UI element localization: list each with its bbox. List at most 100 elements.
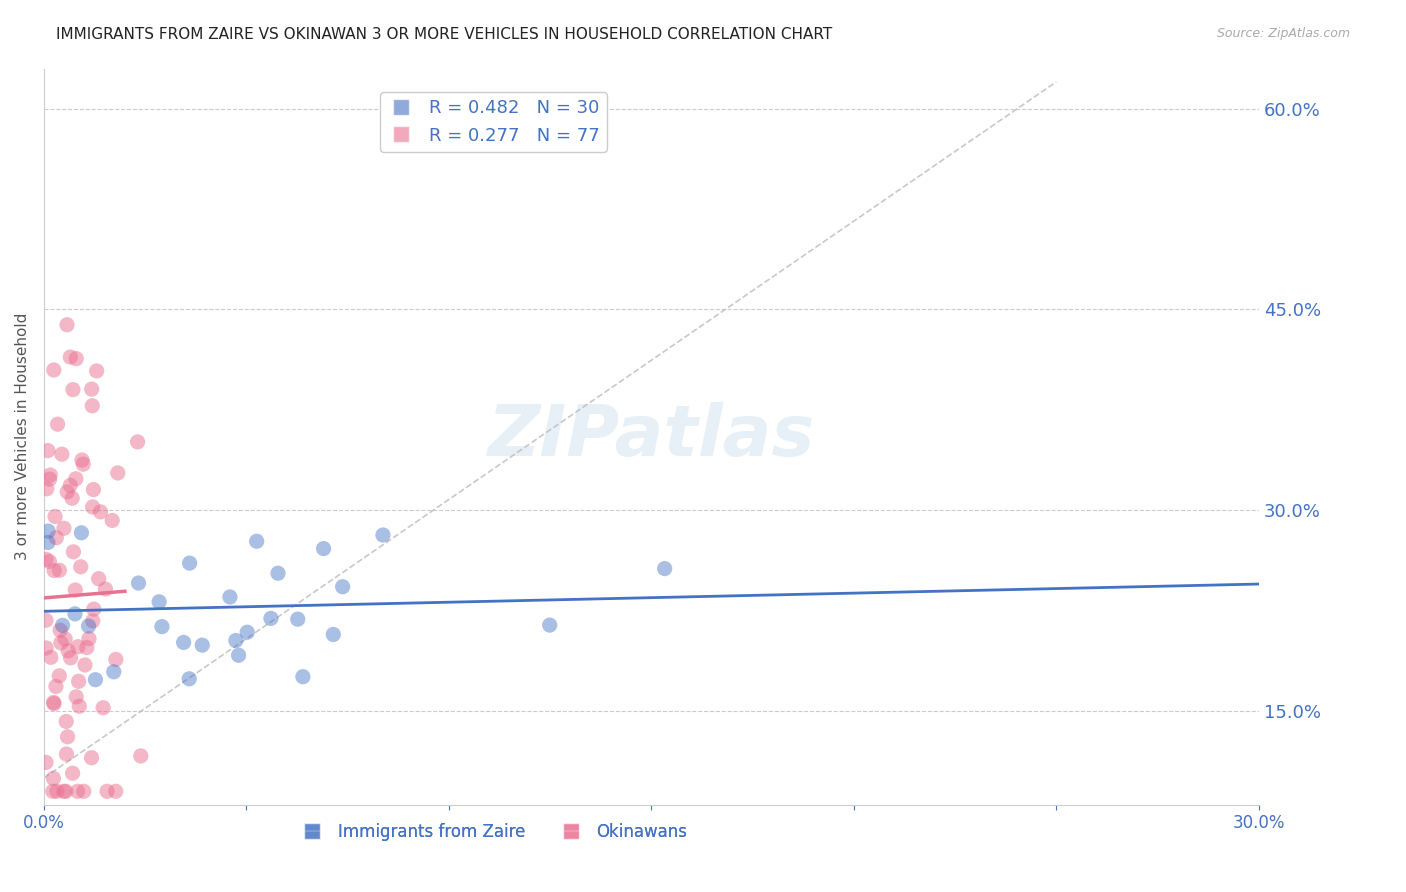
Legend: Immigrants from Zaire, Okinawans: Immigrants from Zaire, Okinawans [292, 816, 695, 848]
Okinawans [65, 582, 87, 597]
Okinawans [35, 613, 58, 627]
Okinawans [104, 652, 127, 666]
Okinawans [52, 521, 75, 535]
Okinawans [45, 784, 67, 798]
Immigrants from Zaire [70, 525, 93, 540]
Okinawans [69, 559, 91, 574]
Immigrants from Zaire [84, 673, 107, 687]
Okinawans [62, 383, 84, 397]
Immigrants from Zaire [219, 590, 242, 604]
Okinawans [129, 748, 152, 763]
Text: Source: ZipAtlas.com: Source: ZipAtlas.com [1216, 27, 1350, 40]
Okinawans [39, 650, 62, 665]
Immigrants from Zaire [654, 561, 676, 575]
Okinawans [55, 714, 77, 729]
Okinawans [42, 772, 65, 786]
Immigrants from Zaire [371, 528, 394, 542]
Okinawans [49, 636, 72, 650]
Okinawans [65, 351, 87, 366]
Okinawans [56, 644, 79, 658]
Okinawans [127, 434, 149, 449]
Okinawans [39, 467, 62, 482]
Okinawans [83, 602, 105, 616]
Okinawans [55, 784, 77, 798]
Okinawans [42, 784, 65, 798]
Okinawans [82, 500, 104, 514]
Okinawans [35, 552, 58, 566]
Okinawans [86, 364, 108, 378]
Okinawans [51, 447, 73, 461]
Okinawans [73, 657, 96, 672]
Okinawans [96, 784, 118, 798]
Immigrants from Zaire [332, 580, 354, 594]
Okinawans [56, 484, 79, 499]
Okinawans [67, 699, 90, 714]
Immigrants from Zaire [37, 535, 59, 549]
Y-axis label: 3 or more Vehicles in Household: 3 or more Vehicles in Household [15, 313, 30, 560]
Okinawans [65, 690, 87, 704]
Immigrants from Zaire [287, 612, 309, 626]
Okinawans [101, 513, 124, 527]
Okinawans [77, 632, 100, 646]
Okinawans [82, 399, 104, 413]
Okinawans [48, 669, 70, 683]
Okinawans [59, 478, 82, 492]
Immigrants from Zaire [128, 576, 150, 591]
Immigrants from Zaire [246, 534, 269, 549]
Okinawans [59, 651, 82, 665]
Okinawans [55, 747, 77, 761]
Okinawans [94, 582, 117, 596]
Okinawans [45, 531, 67, 545]
Okinawans [82, 483, 104, 497]
Okinawans [65, 472, 87, 486]
Okinawans [42, 363, 65, 377]
Okinawans [72, 457, 94, 471]
Okinawans [44, 509, 66, 524]
Okinawans [76, 640, 98, 655]
Immigrants from Zaire [173, 635, 195, 649]
Okinawans [73, 784, 96, 798]
Okinawans [80, 750, 103, 764]
Okinawans [38, 554, 60, 568]
Okinawans [42, 695, 65, 709]
Okinawans [66, 784, 89, 798]
Immigrants from Zaire [150, 620, 173, 634]
Okinawans [87, 572, 110, 586]
Immigrants from Zaire [103, 665, 125, 679]
Okinawans [82, 614, 104, 628]
Okinawans [70, 453, 93, 467]
Okinawans [35, 756, 58, 770]
Okinawans [60, 491, 83, 506]
Okinawans [53, 632, 76, 646]
Immigrants from Zaire [63, 607, 86, 621]
Okinawans [35, 640, 58, 655]
Immigrants from Zaire [225, 633, 247, 648]
Okinawans [35, 482, 58, 496]
Text: IMMIGRANTS FROM ZAIRE VS OKINAWAN 3 OR MORE VEHICLES IN HOUSEHOLD CORRELATION CH: IMMIGRANTS FROM ZAIRE VS OKINAWAN 3 OR M… [56, 27, 832, 42]
Text: ZIPatlas: ZIPatlas [488, 402, 815, 471]
Immigrants from Zaire [228, 648, 250, 663]
Okinawans [62, 545, 84, 559]
Immigrants from Zaire [260, 611, 283, 625]
Immigrants from Zaire [291, 670, 314, 684]
Okinawans [89, 505, 111, 519]
Immigrants from Zaire [267, 566, 290, 581]
Okinawans [42, 697, 65, 711]
Okinawans [49, 624, 72, 638]
Immigrants from Zaire [179, 672, 201, 686]
Okinawans [66, 640, 89, 654]
Okinawans [67, 674, 90, 689]
Immigrants from Zaire [538, 618, 561, 632]
Okinawans [91, 700, 114, 714]
Immigrants from Zaire [37, 524, 59, 538]
Okinawans [46, 417, 69, 432]
Immigrants from Zaire [179, 556, 201, 570]
Okinawans [48, 563, 70, 577]
Okinawans [52, 784, 75, 798]
Immigrants from Zaire [52, 618, 75, 632]
Immigrants from Zaire [312, 541, 335, 556]
Immigrants from Zaire [236, 625, 259, 640]
Okinawans [56, 318, 79, 332]
Okinawans [107, 466, 129, 480]
Immigrants from Zaire [77, 619, 100, 633]
